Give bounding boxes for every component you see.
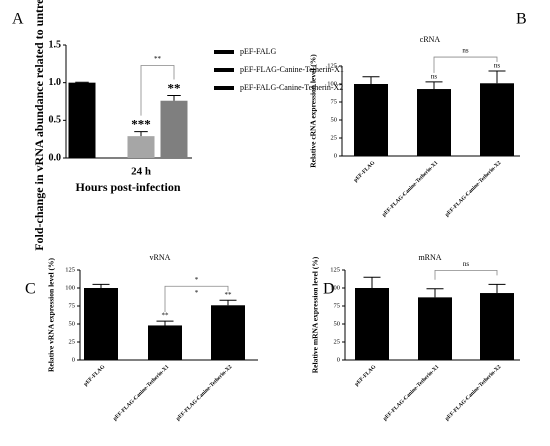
chart-title: mRNA — [418, 253, 441, 262]
y-tick-label: 0.0 — [49, 152, 62, 163]
y-tick-label: 75 — [331, 98, 338, 105]
y-tick-label: 0 — [334, 152, 337, 159]
bar — [84, 288, 118, 360]
chart-title: vRNA — [150, 253, 171, 262]
y-tick-label: 75 — [334, 302, 341, 309]
error-bar — [362, 76, 380, 84]
bar — [354, 84, 388, 156]
y-tick-label: 100 — [330, 284, 340, 291]
y-tick-label: 25 — [69, 338, 76, 345]
bracket-label: ns — [462, 47, 469, 55]
panel-letter: D — [323, 281, 335, 298]
bracket-label: ** — [154, 55, 162, 63]
bar — [148, 325, 182, 360]
y-axis-label: Relative mRNA expression level (%) — [311, 256, 320, 373]
bar-label: ** — [168, 80, 181, 95]
error-bar — [134, 131, 148, 137]
y-tick-label: 125 — [330, 266, 340, 273]
y-tick-label: 50 — [69, 320, 76, 327]
y-axis-label: Fold-change in vRNA abundance related to… — [32, 0, 46, 251]
panel-letter: A — [12, 11, 24, 28]
x-tick-label: pEF-FLAG — [353, 160, 377, 184]
y-tick-label: 100 — [327, 80, 337, 87]
error-bar — [167, 94, 181, 101]
y-tick-label: 1.5 — [49, 39, 62, 50]
y-tick-label: 50 — [334, 320, 341, 327]
error-bar — [425, 81, 443, 90]
x-tick-label: 24 h — [131, 166, 151, 178]
bar-label: *** — [131, 117, 151, 132]
bar — [127, 136, 155, 158]
bracket-label: * — [195, 276, 199, 284]
bar — [355, 288, 389, 360]
legend-label: pEF-FALG — [240, 47, 277, 56]
error-bar — [219, 299, 237, 306]
bar-label: ns — [431, 72, 438, 80]
legend-label: pEF-FALG-Canine-Tetherin-X2 — [240, 83, 343, 92]
bar — [480, 293, 514, 360]
y-tick-label: 125 — [65, 266, 75, 273]
significance-bracket — [433, 56, 498, 73]
error-bar — [488, 283, 506, 294]
significance-bracket — [434, 270, 498, 280]
bar — [480, 83, 514, 156]
error-bar — [92, 283, 110, 288]
x-tick-label: pEF-FLAG-Canine-Tetherin-X1 — [381, 160, 439, 218]
x-tick-label: pEF-FLAG — [354, 364, 378, 388]
error-bar — [426, 288, 444, 298]
bar-label: ** — [225, 291, 233, 299]
y-tick-label: 50 — [331, 116, 338, 123]
y-tick-label: 25 — [331, 134, 338, 141]
bar — [417, 89, 451, 156]
x-axis-label: Hours post-infection — [76, 180, 181, 194]
x-tick-label: pEF-FLAG-Canine-Tetherin-X1 — [112, 364, 170, 422]
bar — [211, 305, 245, 360]
bar — [68, 82, 96, 158]
y-tick-label: 125 — [327, 62, 337, 69]
y-tick-label: 1.0 — [49, 77, 62, 88]
significance-bracket — [140, 65, 175, 116]
x-tick-label: pEF-FLAG — [83, 364, 107, 388]
bar-label: ns — [494, 62, 501, 70]
panel-letter: C — [25, 281, 36, 298]
panel-letter: B — [516, 11, 527, 28]
bracket-label: ns — [463, 260, 470, 268]
y-tick-label: 100 — [65, 284, 75, 291]
x-tick-label: pEF-FLAG-Canine-Tetherin-X2 — [444, 160, 502, 218]
x-tick-label: pEF-FLAG-Canine-Tetherin-X1 — [382, 364, 440, 422]
y-tick-label: 0 — [337, 356, 340, 363]
y-tick-label: 0 — [72, 356, 75, 363]
bracket-label: * — [195, 289, 199, 297]
x-tick-label: pEF-FLAG-Canine-Tetherin-X2 — [444, 364, 502, 422]
legend-label: pEF-FLAG-Canine-Tetherin-X1 — [240, 65, 344, 74]
y-tick-label: 25 — [334, 338, 341, 345]
y-tick-label: 0.5 — [49, 115, 62, 126]
chart-title: cRNA — [420, 35, 441, 44]
y-axis-label: Relative vRNA expression level (%) — [47, 257, 56, 372]
error-bar — [363, 276, 381, 288]
bar-label: ** — [162, 312, 170, 320]
bar — [418, 297, 452, 360]
bar — [160, 100, 188, 158]
significance-bracket — [164, 285, 229, 313]
error-bar — [488, 70, 506, 84]
y-axis-label: Relative cRNA expression level (%) — [309, 54, 318, 168]
error-bar — [156, 320, 174, 326]
x-tick-label: pEF-FLAG-Canine-Tetherin-X2 — [175, 364, 233, 422]
y-tick-label: 75 — [69, 302, 76, 309]
